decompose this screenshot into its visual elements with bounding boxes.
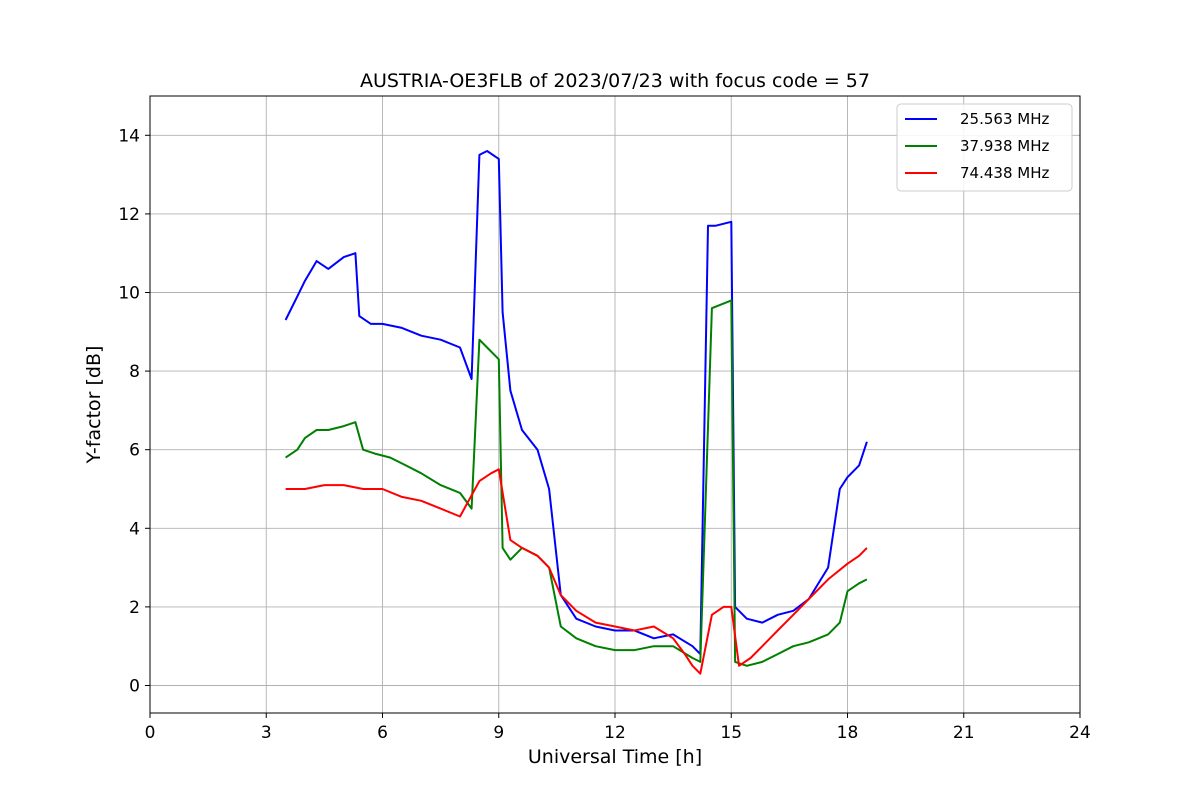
x-tick-label: 3	[261, 723, 272, 743]
legend: 25.563 MHz 37.938 MHz 74.438 MHz	[896, 103, 1073, 192]
x-tick-label: 12	[604, 723, 626, 743]
series-line-3	[285, 468, 868, 675]
y-tick-label: 0	[129, 676, 140, 696]
legend-box	[896, 103, 1073, 192]
y-tick-label: 2	[129, 598, 140, 618]
series-lines	[284, 150, 868, 675]
y-tick-label: 10	[118, 283, 140, 303]
x-tick-label: 0	[145, 723, 156, 743]
y-tick-label: 12	[118, 205, 140, 225]
chart-title: AUSTRIA-OE3FLB of 2023/07/23 with focus …	[360, 70, 870, 92]
x-tick-label: 24	[1069, 723, 1091, 743]
x-tick-label: 18	[837, 723, 859, 743]
x-tick-label: 21	[953, 723, 975, 743]
y-axis-title: Y-factor [dB]	[83, 346, 105, 465]
series-line-1	[284, 150, 868, 656]
legend-label: 37.938 MHz	[960, 137, 1049, 155]
x-tick-label: 15	[720, 723, 742, 743]
y-tick-label: 8	[129, 362, 140, 382]
x-tick-label: 9	[493, 723, 504, 743]
legend-label: 25.563 MHz	[960, 110, 1049, 128]
y-tick-label: 6	[129, 441, 140, 461]
x-axis-title: Universal Time [h]	[528, 746, 702, 768]
legend-label: 74.438 MHz	[960, 164, 1049, 182]
y-tick-label: 14	[118, 126, 140, 146]
x-tick-label: 6	[377, 723, 388, 743]
y-tick-label: 4	[129, 519, 140, 539]
